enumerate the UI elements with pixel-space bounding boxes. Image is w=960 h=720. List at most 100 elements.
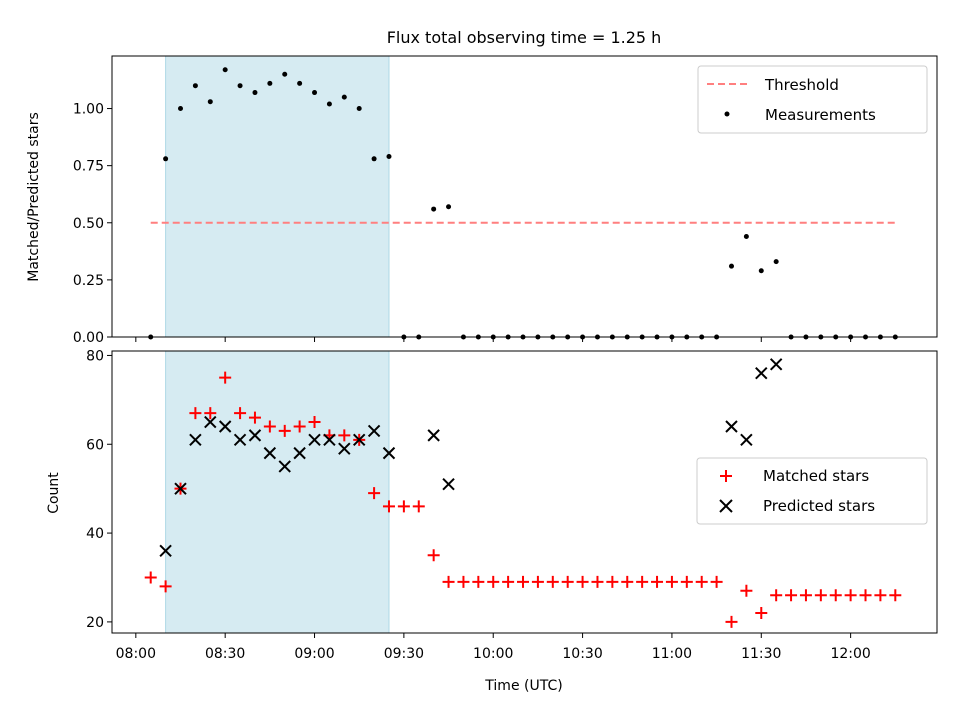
matched-star-point [546,575,559,588]
matched-star-point [874,589,887,602]
predicted-star-point [740,433,753,447]
x-tick-label: 10:30 [562,646,602,662]
matched-star-point [472,575,485,588]
matched-star-point [442,575,455,588]
x-tick-label: 08:30 [205,646,245,662]
matched-star-point [397,500,410,513]
predicted-star-point [248,429,262,442]
matched-star-point [621,575,634,588]
measurement-point [446,204,452,210]
x-tick-label: 09:00 [294,646,334,662]
matched-star-point [755,607,768,620]
predicted-star-point [442,478,455,491]
matched-legend-swatch [720,470,732,482]
matched-star-point [382,500,395,513]
top-y-axis-label: Matched/Predicted stars [26,112,42,282]
measurement-point [743,233,749,239]
predicted-star-point [233,433,247,447]
observing-window-span [165,55,390,338]
measurement-point [222,67,228,73]
matched-star-point [427,549,440,562]
predicted-legend-label: Predicted stars [763,497,875,515]
predicted-star-point [382,446,396,460]
top-legend: Threshold Measurements [697,65,928,134]
predicted-star-point [159,544,172,558]
matched-star-point [502,575,515,588]
matched-star-point [591,575,604,588]
top-axes-frame [111,55,938,338]
matched-star-point [725,615,738,628]
predicted-star-point [427,429,440,442]
matched-star-point [517,575,530,588]
predicted-star-point [352,433,366,447]
y-tick-label: 0.25 [73,273,104,289]
predicted-star-point [755,366,768,380]
y-tick-label: 1.00 [73,102,104,118]
matched-star-point [412,500,425,513]
matched-star-point [710,575,723,588]
measurement-point [237,83,243,89]
matched-star-point [859,589,872,602]
measurements-legend-label: Measurements [765,106,876,124]
y-tick-label: 40 [86,526,104,542]
predicted-legend-swatch [719,499,733,513]
matched-star-point [159,580,172,593]
matched-star-point [293,420,306,433]
matched-star-point [740,584,753,597]
top-panel: 0.00 0.25 0.50 0.75 1.00 Matched/Predicted s… [26,55,938,346]
matched-star-point [770,589,783,602]
predicted-star-point [293,446,306,460]
y-tick-label: 0.75 [73,159,104,175]
matched-star-point [680,575,693,588]
matched-star-point [189,407,202,420]
matched-star-point [204,407,217,420]
measurement-point [758,268,764,274]
measurement-point [431,206,437,212]
matched-star-point [799,589,812,602]
predicted-star-point [367,424,381,438]
predicted-star-point [174,482,187,495]
matched-star-point [665,575,678,588]
observing-window-span [165,350,390,634]
predicted-star-point [278,460,291,473]
matched-star-point [785,589,798,602]
y-tick-label: 0.00 [73,330,104,346]
bottom-panel: 20 40 60 80 08:00 08:30 09:00 09:30 10:00 10:30 11… [46,348,938,694]
predicted-star-point [263,446,277,460]
predicted-star-point [725,420,738,433]
x-tick-label: 09:30 [384,646,424,662]
measurement-point [371,156,377,162]
measurement-point [297,80,303,86]
measurement-point [326,101,332,107]
matched-star-point [889,589,902,602]
measurement-point [207,99,213,105]
bottom-y-axis-label: Count [46,472,62,514]
top-legend-box [697,65,928,134]
matched-star-point [368,487,381,500]
matched-star-point [636,575,649,588]
bottom-axes-frame [111,350,938,634]
x-tick-label: 12:00 [830,646,870,662]
chart-title: Flux total observing time = 1.25 h [387,28,662,47]
matched-star-point [606,575,619,588]
matched-star-point [487,575,500,588]
measurement-point [282,71,288,77]
matched-star-point [263,420,276,433]
matched-star-point [219,371,232,384]
y-tick-label: 60 [86,437,104,453]
predicted-star-point [204,415,217,429]
matched-star-point [248,411,261,424]
measurements-legend-swatch [724,111,730,117]
matched-legend-label: Matched stars [763,467,869,485]
matched-star-point [576,575,589,588]
bottom-legend-box [696,457,928,525]
x-tick-label: 10:00 [473,646,513,662]
matched-star-point [695,575,708,588]
threshold-legend-label: Threshold [764,76,839,94]
matched-star-point [308,416,321,429]
measurement-point [192,83,198,89]
measurement-point [773,259,779,265]
bottom-plot-data [144,358,902,628]
measurement-point [386,154,392,160]
measurement-point [163,156,169,162]
